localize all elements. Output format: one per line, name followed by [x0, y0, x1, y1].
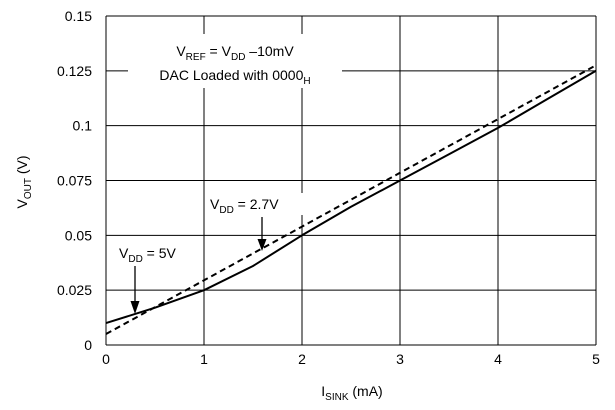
- y-tick-label-3: 0.075: [57, 173, 92, 189]
- tick-labels: 0 1 2 3 4 5 0 0.025 0.05 0.075 0.1 0.125 0.15: [57, 8, 600, 367]
- series-line-dashed: [105, 64, 597, 335]
- y-tick-label-0: 0: [84, 337, 92, 353]
- arrow-vdd27-head: [257, 239, 267, 251]
- annotation-vdd27: VDD = 2.7V: [210, 196, 279, 216]
- arrow-vdd5-head: [130, 301, 140, 314]
- x-tick-label-3: 3: [396, 351, 404, 367]
- y-tick-label-4: 0.1: [73, 118, 93, 134]
- x-tick-label-5: 5: [592, 351, 600, 367]
- x-tick-label-1: 1: [200, 351, 208, 367]
- x-tick-label-4: 4: [494, 351, 502, 367]
- annotation-vdd5-bg: [114, 241, 198, 263]
- x-axis-title: ISINK (mA): [321, 383, 382, 403]
- y-tick-label-5: 0.125: [57, 63, 92, 79]
- y-tick-label-2: 0.05: [65, 227, 92, 243]
- annotation-vref: VREF = VDD –10mV: [176, 43, 294, 63]
- annotation-box: [128, 34, 342, 88]
- annotation-dac-loaded: DAC Loaded with 0000H: [159, 67, 310, 87]
- series-lines: [105, 64, 597, 335]
- series-line-solid: [105, 69, 597, 325]
- x-tick-label-0: 0: [102, 351, 110, 367]
- annotation-vdd27-bg: [205, 193, 303, 215]
- y-tick-label-1: 0.025: [57, 282, 92, 298]
- annotation-vdd5: VDD = 5V: [119, 245, 177, 265]
- y-axis-title: VOUT (V): [14, 155, 34, 208]
- x-tick-label-2: 2: [298, 351, 306, 367]
- y-tick-label-6: 0.15: [65, 8, 92, 24]
